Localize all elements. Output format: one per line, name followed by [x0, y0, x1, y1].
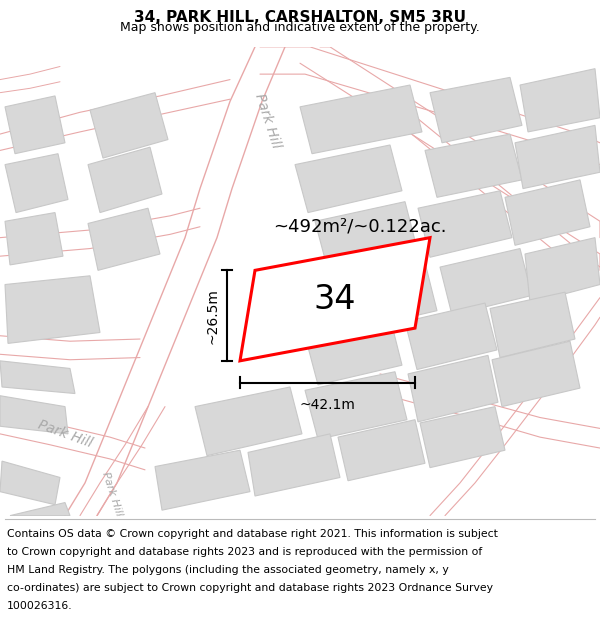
Polygon shape: [305, 372, 407, 439]
Polygon shape: [420, 407, 505, 468]
Text: ~42.1m: ~42.1m: [299, 398, 355, 412]
Polygon shape: [315, 202, 417, 271]
Polygon shape: [405, 303, 497, 369]
Polygon shape: [340, 262, 437, 330]
Polygon shape: [430, 78, 522, 142]
Polygon shape: [440, 249, 532, 315]
Polygon shape: [295, 145, 402, 212]
Polygon shape: [155, 450, 250, 510]
Polygon shape: [515, 126, 600, 189]
Text: HM Land Registry. The polygons (including the associated geometry, namely x, y: HM Land Registry. The polygons (includin…: [7, 565, 449, 575]
Polygon shape: [0, 361, 75, 394]
Polygon shape: [90, 92, 168, 158]
Text: 34, PARK HILL, CARSHALTON, SM5 3RU: 34, PARK HILL, CARSHALTON, SM5 3RU: [134, 10, 466, 25]
Text: ~492m²/~0.122ac.: ~492m²/~0.122ac.: [273, 217, 447, 236]
Text: 100026316.: 100026316.: [7, 601, 73, 611]
Text: Contains OS data © Crown copyright and database right 2021. This information is : Contains OS data © Crown copyright and d…: [7, 529, 498, 539]
Text: Map shows position and indicative extent of the property.: Map shows position and indicative extent…: [120, 21, 480, 34]
Text: 34: 34: [314, 282, 356, 316]
Polygon shape: [248, 434, 340, 496]
Text: Park Hill: Park Hill: [253, 92, 283, 150]
Polygon shape: [88, 208, 160, 271]
Polygon shape: [418, 191, 512, 258]
Polygon shape: [300, 85, 422, 154]
Polygon shape: [408, 356, 498, 422]
Text: Park Hill: Park Hill: [100, 471, 124, 518]
Polygon shape: [305, 318, 402, 385]
Polygon shape: [10, 503, 70, 516]
Polygon shape: [0, 461, 60, 505]
Polygon shape: [5, 213, 63, 265]
Polygon shape: [240, 238, 430, 361]
Polygon shape: [5, 154, 68, 212]
Polygon shape: [338, 420, 425, 481]
Polygon shape: [195, 387, 302, 456]
Polygon shape: [88, 147, 162, 213]
Polygon shape: [492, 341, 580, 407]
Text: to Crown copyright and database rights 2023 and is reproduced with the permissio: to Crown copyright and database rights 2…: [7, 547, 482, 557]
Text: co-ordinates) are subject to Crown copyright and database rights 2023 Ordnance S: co-ordinates) are subject to Crown copyr…: [7, 583, 493, 593]
Polygon shape: [505, 180, 590, 245]
Polygon shape: [525, 238, 600, 303]
Polygon shape: [520, 69, 600, 132]
Polygon shape: [425, 134, 522, 198]
Text: ~26.5m: ~26.5m: [205, 288, 219, 344]
Text: Park Hill: Park Hill: [36, 418, 94, 450]
Polygon shape: [0, 396, 68, 434]
Polygon shape: [5, 96, 65, 154]
Polygon shape: [5, 276, 100, 343]
Polygon shape: [490, 292, 575, 357]
